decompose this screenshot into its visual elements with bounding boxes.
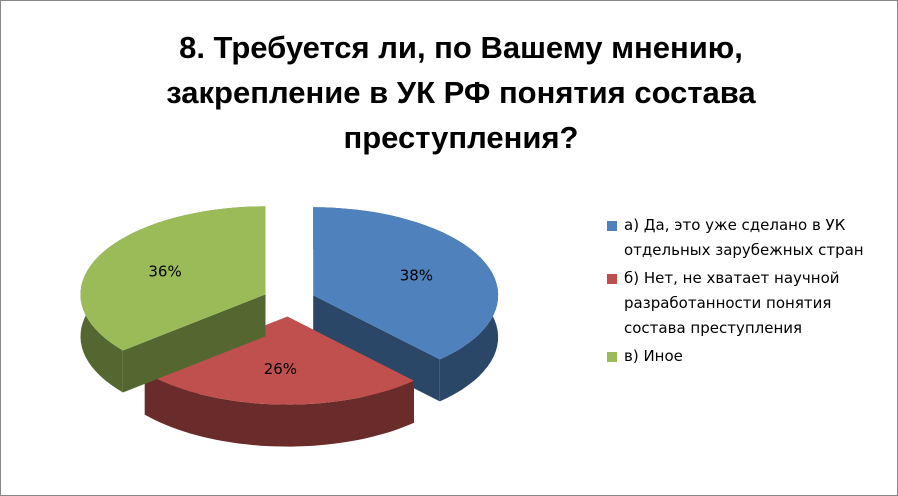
legend: а) Да, это уже сделано в УК отдельных за… — [607, 213, 882, 372]
slice-side — [313, 295, 440, 402]
slice-side — [144, 372, 415, 447]
legend-label: б) Нет, не хватает научной разработаннос… — [624, 269, 840, 337]
legend-item: а) Да, это уже сделано в УК отдельных за… — [607, 213, 882, 263]
legend-item: в) Иное — [607, 344, 882, 369]
legend-swatch — [607, 352, 617, 362]
legend-swatch — [607, 274, 617, 284]
slice-side — [122, 294, 266, 393]
legend-item: б) Нет, не хватает научной разработаннос… — [607, 266, 882, 341]
legend-label: а) Да, это уже сделано в УК отдельных за… — [624, 216, 864, 259]
slice — [313, 207, 499, 360]
data-label: 36% — [148, 262, 181, 280]
slice — [80, 206, 266, 351]
legend-swatch — [607, 221, 617, 231]
legend-label: в) Иное — [624, 347, 683, 365]
data-label: 38% — [400, 266, 433, 284]
slice — [144, 316, 415, 405]
data-label: 26% — [264, 360, 297, 378]
chart-title: 8. Требуется ли, по Вашему мнению, закре… — [166, 30, 756, 155]
